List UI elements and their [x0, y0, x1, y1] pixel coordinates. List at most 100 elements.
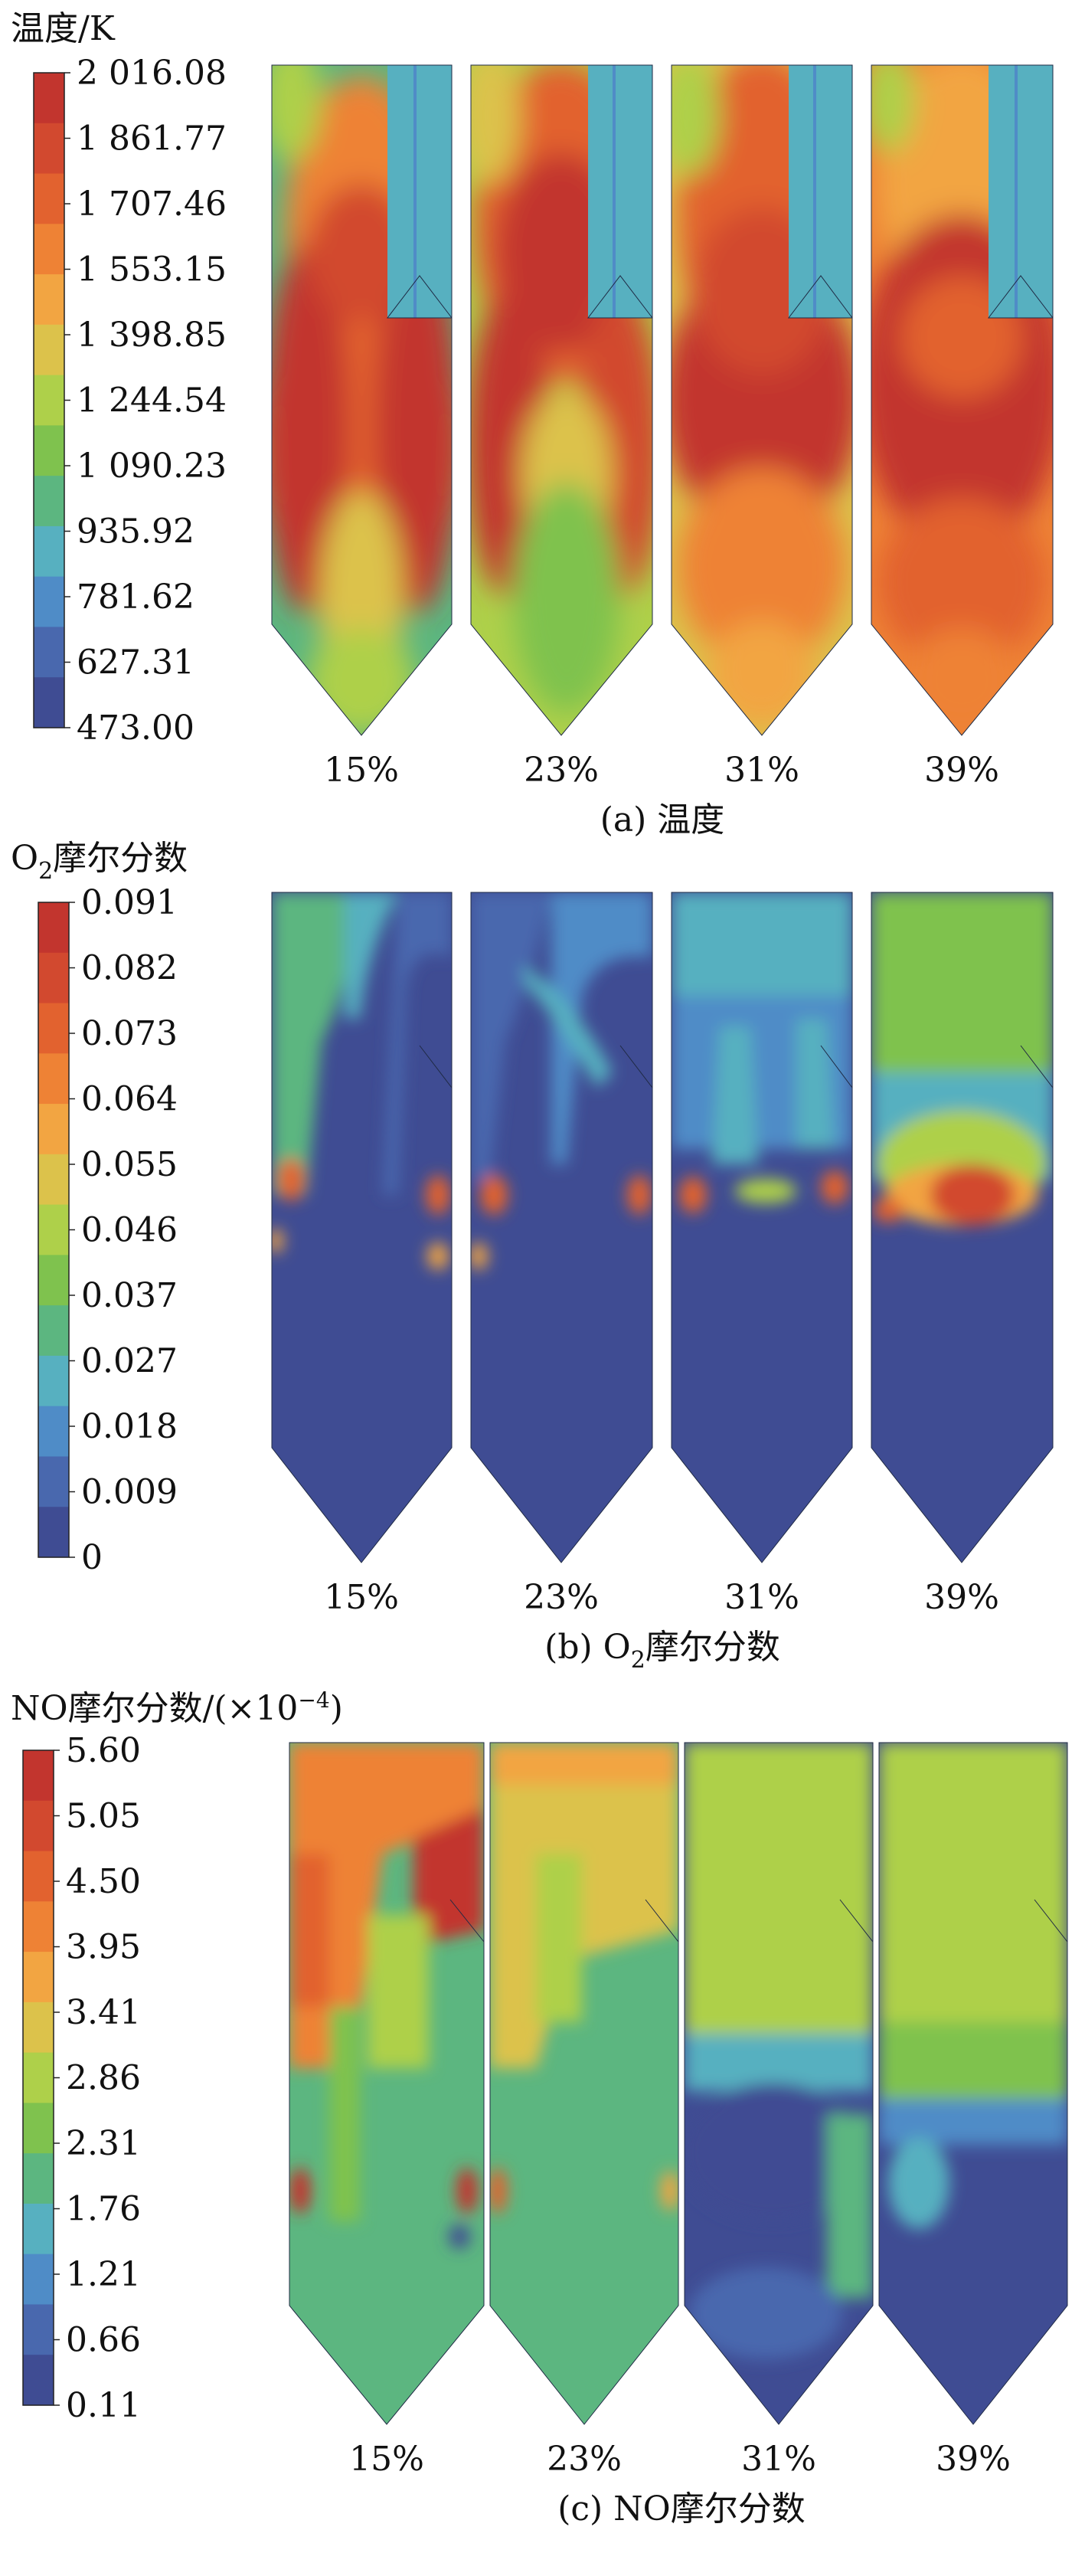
- furnace-a-31: [672, 65, 852, 735]
- colorbar-tick-label: 935.92: [77, 512, 194, 552]
- caption-b: (b) O2摩尔分数: [544, 1628, 780, 1674]
- colorbar-segment: [23, 2103, 54, 2154]
- colorbar-segment: [23, 1851, 54, 1902]
- furnace-c-39: [879, 1743, 1067, 2424]
- colorbar-tick-label: 0.66: [66, 2321, 141, 2360]
- labels-c: 15% 23% 31% 39%: [349, 2440, 1011, 2479]
- colorbar-tick-label: 4.50: [66, 1862, 141, 1901]
- colorbar-segment: [34, 677, 64, 728]
- labels-b: 15% 23% 31% 39%: [324, 1578, 999, 1617]
- colorbar-segment: [23, 2052, 54, 2103]
- colorbar-segment: [34, 123, 64, 175]
- colorbar-tick-label: 781.62: [77, 578, 194, 617]
- colorbar-c-ticks: 5.60 5.05 4.50 3.95 3.41 2.86 2.31 1.76 1.21 0.66…: [54, 1731, 141, 2425]
- furnace-c-15: [289, 1743, 484, 2424]
- colorbar-tick-label: 5.05: [66, 1797, 141, 1836]
- label-a-15: 15%: [324, 751, 399, 790]
- label-a-39: 39%: [924, 751, 999, 790]
- colorbar-tick-label: 2.86: [66, 2059, 141, 2098]
- colorbar-tick-label: 5.60: [66, 1731, 141, 1770]
- colorbar-a: [33, 72, 65, 728]
- colorbar-segment: [38, 1204, 69, 1255]
- label-b-15: 15%: [324, 1578, 399, 1617]
- colorbar-tick-label: 627.31: [77, 643, 194, 682]
- label-b-39: 39%: [924, 1578, 999, 1617]
- colorbar-segment: [23, 1800, 54, 1852]
- colorbar-segment: [34, 324, 64, 376]
- colorbar-tick-label: 473.00: [77, 709, 194, 748]
- colorbar-tick-label: 0.018: [81, 1407, 178, 1446]
- colorbar-tick-label: 0: [81, 1538, 103, 1577]
- colorbar-segment: [23, 2002, 54, 2054]
- colorbar-segment: [34, 425, 64, 476]
- furnace-a-15: [272, 65, 452, 735]
- colorbar-tick-label: 0.055: [81, 1145, 178, 1184]
- colorbar-segment: [38, 1406, 69, 1458]
- colorbar-segment: [38, 1305, 69, 1357]
- label-c-31: 31%: [741, 2440, 816, 2479]
- furnace-c-31: [685, 1743, 873, 2424]
- legend-c-title: NO摩尔分数/(×10−4): [11, 1687, 343, 1728]
- colorbar-b: [38, 902, 70, 1558]
- colorbar-segment: [38, 1104, 69, 1155]
- label-b-31: 31%: [724, 1578, 799, 1617]
- colorbar-segment: [34, 525, 64, 578]
- label-a-23: 23%: [524, 751, 599, 790]
- colorbar-tick-label: 0.027: [81, 1342, 178, 1381]
- colorbar-c: [22, 1750, 54, 2406]
- caption-c: (c) NO摩尔分数: [557, 2489, 806, 2529]
- colorbar-tick-label: 0.064: [81, 1080, 178, 1119]
- colorbar-segment: [38, 1456, 69, 1507]
- label-b-23: 23%: [524, 1578, 599, 1617]
- label-c-23: 23%: [547, 2440, 622, 2479]
- colorbar-segment: [23, 2203, 54, 2255]
- colorbar-b-ticks: 0.091 0.082 0.073 0.064 0.055 0.046 0.037 0.027…: [69, 883, 178, 1577]
- furnace-b-15: [272, 892, 452, 1563]
- caption-a: (a) 温度: [600, 800, 725, 840]
- legend-a-title: 温度/K: [11, 9, 116, 48]
- colorbar-tick-label: 1.21: [66, 2255, 141, 2294]
- panel-b-o2: O2摩尔分数 0.0910.0820.0730.0640.0550.0460.0…: [11, 839, 1054, 1674]
- colorbar-tick-label: 1 398.85: [77, 316, 227, 355]
- colorbar-tick-label: 3.95: [66, 1928, 141, 1967]
- colorbar-segment: [38, 1154, 69, 1206]
- colorbar-tick-label: 3.41: [66, 1993, 141, 2032]
- furnace-a-23: [471, 65, 652, 735]
- furnace-a-39: [871, 65, 1053, 735]
- label-a-31: 31%: [724, 751, 799, 790]
- colorbar-segment: [38, 1355, 69, 1407]
- colorbar-tick-label: 0.037: [81, 1276, 178, 1315]
- colorbar-segment: [38, 1053, 69, 1105]
- colorbar-segment: [38, 1255, 69, 1306]
- colorbar-tick-label: 0.009: [81, 1473, 178, 1512]
- colorbar-segment: [23, 2153, 54, 2204]
- colorbar-segment: [23, 1901, 54, 1952]
- panel-c-no: NO摩尔分数/(×10−4) 5.60 5.05 4.50 3.95 3.41 2.86 2…: [11, 1687, 1068, 2529]
- furnace-b-39: [871, 892, 1053, 1563]
- colorbar-segment: [23, 2254, 54, 2306]
- legend-b: O2摩尔分数 0.0910.0820.0730.0640.0550.0460.0…: [11, 839, 188, 1577]
- colorbar-segment: [34, 224, 64, 275]
- colorbar-segment: [23, 1750, 54, 1802]
- colorbar-segment: [34, 274, 64, 326]
- colorbar-tick-label: 1 861.77: [77, 119, 227, 159]
- colorbar-tick-label: 1.76: [66, 2190, 141, 2229]
- colorbar-tick-label: 1 090.23: [77, 447, 227, 486]
- colorbar-segment: [23, 2304, 54, 2355]
- colorbar-tick-label: 1 553.15: [77, 250, 227, 290]
- furnace-b-31: [672, 892, 852, 1563]
- colorbar-tick-label: 0.046: [81, 1211, 178, 1250]
- colorbar-segment: [34, 627, 64, 678]
- colorbar-segment: [38, 952, 69, 1004]
- panel-a-temperature: 温度/K 2 016.08 1 861.77 1 707.46 1 553.15 1 3…: [11, 9, 1054, 840]
- colorbar-segment: [38, 1003, 69, 1054]
- colorbar-tick-label: 2 016.08: [77, 54, 227, 93]
- colorbar-segment: [38, 1507, 69, 1558]
- colorbar-tick-label: 0.11: [66, 2386, 141, 2425]
- furnace-c-23: [490, 1743, 678, 2424]
- furnace-b-23: [471, 892, 652, 1563]
- colorbar-tick-label: 0.082: [81, 949, 178, 988]
- colorbar-segment: [23, 1952, 54, 2003]
- colorbar-segment: [34, 375, 64, 426]
